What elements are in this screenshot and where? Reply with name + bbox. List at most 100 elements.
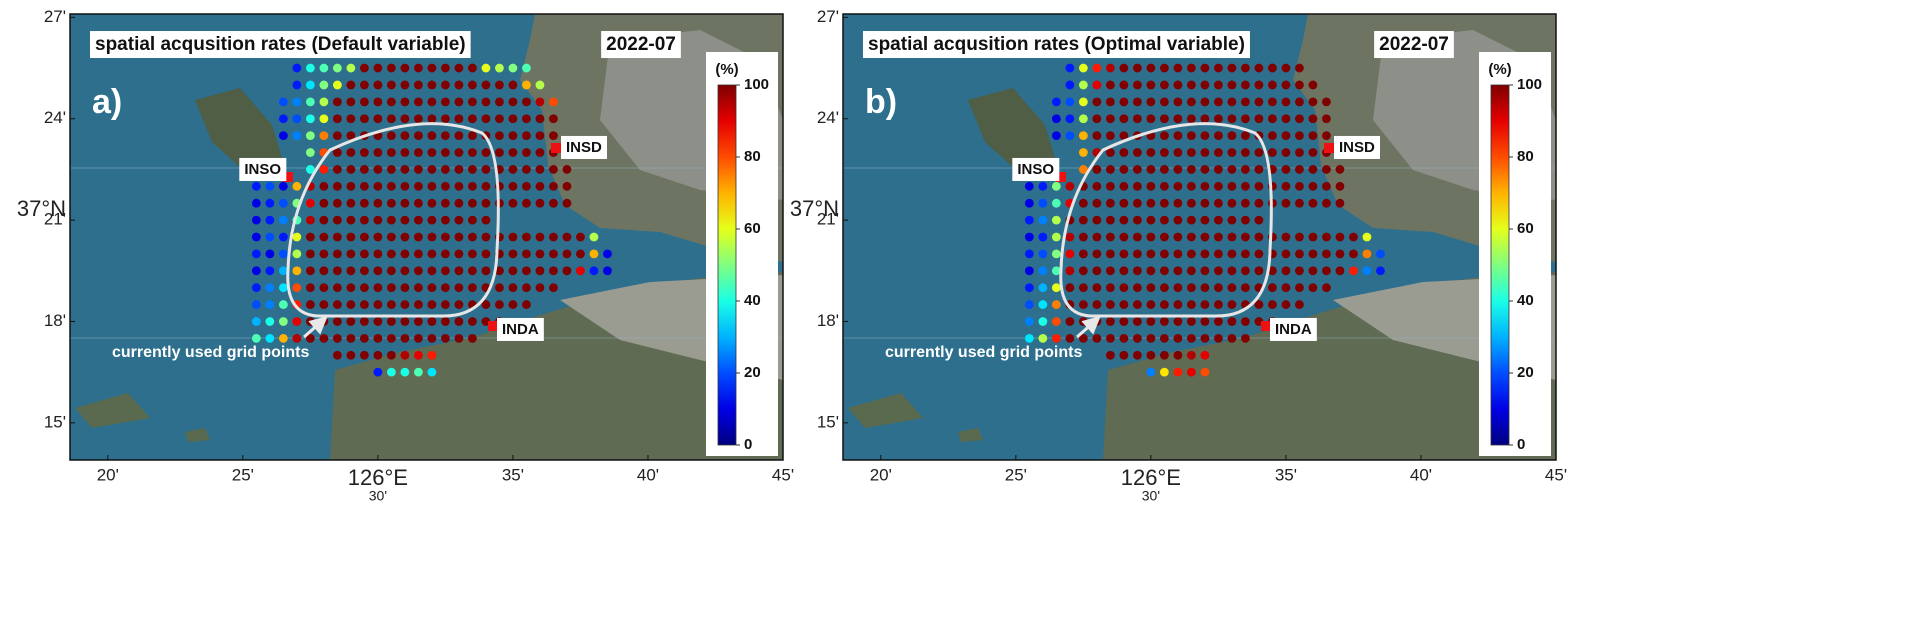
- grid-point: [413, 333, 423, 343]
- grid-point: [413, 300, 423, 309]
- grid-point: [305, 333, 315, 343]
- grid-point: [1322, 181, 1331, 191]
- grid-point: [386, 283, 396, 293]
- grid-point: [1173, 80, 1183, 90]
- grid-point: [1105, 317, 1115, 326]
- grid-point: [481, 148, 491, 157]
- grid-point: [427, 367, 437, 377]
- grid-point: [468, 131, 477, 141]
- grid-point: [1335, 198, 1345, 208]
- grid-point: [373, 333, 383, 343]
- grid-point: [603, 266, 612, 276]
- station-label-box: [239, 157, 287, 181]
- grid-point: [1268, 283, 1277, 293]
- grid-point: [1146, 283, 1156, 293]
- grid-point: [413, 63, 423, 73]
- grid-point: [413, 181, 423, 191]
- grid-point: [562, 181, 572, 191]
- grid-point: [1268, 80, 1277, 90]
- grid-point: [1105, 215, 1115, 225]
- grid-point: [1173, 333, 1183, 343]
- grid-point: [562, 198, 572, 208]
- grid-point: [1146, 114, 1156, 124]
- grid-point: [427, 283, 437, 293]
- grid-point: [400, 300, 410, 309]
- grid-point: [576, 232, 585, 242]
- grid-point: [1186, 300, 1196, 309]
- grid-point: [1200, 283, 1210, 293]
- grid-point: [1268, 97, 1277, 107]
- grid-point: [1335, 165, 1345, 174]
- grid-point: [1295, 63, 1304, 73]
- grid-point: [359, 97, 369, 107]
- grid-point: [1078, 215, 1088, 225]
- grid-point: [1078, 249, 1088, 259]
- grid-point: [413, 198, 423, 208]
- colorbar-tick-label: 40: [1517, 292, 1534, 309]
- grid-point: [278, 131, 288, 141]
- grid-point: [1051, 300, 1061, 309]
- grid-point: [1227, 333, 1237, 343]
- grid-point: [468, 215, 477, 225]
- grid-point: [1105, 350, 1115, 360]
- grid-point: [332, 317, 342, 326]
- grid-point: [1281, 300, 1291, 309]
- grid-point: [1268, 266, 1277, 276]
- grid-point: [332, 283, 342, 293]
- station-label: INDA: [1275, 321, 1312, 338]
- grid-point: [373, 232, 383, 242]
- grid-point: [373, 148, 383, 157]
- grid-point: [1308, 283, 1318, 293]
- grid-point: [427, 148, 437, 157]
- grid-point: [1092, 114, 1102, 124]
- grid-point: [481, 97, 491, 107]
- grid-point: [251, 181, 261, 191]
- grid-point: [346, 181, 356, 191]
- grid-point: [373, 198, 383, 208]
- annotation: currently used grid points: [112, 344, 309, 361]
- colorbar-box: [1479, 52, 1551, 456]
- grid-point: [359, 198, 369, 208]
- grid-point: [373, 283, 383, 293]
- grid-point: [427, 198, 437, 208]
- grid-point: [481, 266, 491, 276]
- grid-point: [1214, 232, 1223, 242]
- grid-point: [441, 300, 450, 309]
- grid-point: [454, 63, 464, 73]
- grid-point: [495, 80, 504, 90]
- grid-point: [373, 80, 383, 90]
- grid-point: [265, 283, 275, 293]
- y-tick-label: 21': [817, 210, 839, 229]
- grid-point: [549, 181, 558, 191]
- grid-point: [1214, 114, 1223, 124]
- grid-point: [481, 232, 491, 242]
- grid-point: [1200, 131, 1210, 141]
- grid-point: [1146, 367, 1156, 377]
- grid-point: [1173, 317, 1183, 326]
- grid-point: [346, 165, 356, 174]
- grid-point: [359, 165, 369, 174]
- grid-point: [332, 333, 342, 343]
- grid-point: [1254, 114, 1264, 124]
- panel-date: 2022-07: [606, 34, 676, 55]
- grid-point: [441, 198, 450, 208]
- grid-point: [454, 283, 464, 293]
- grid-point: [1186, 131, 1196, 141]
- grid-point: [400, 232, 410, 242]
- grid-point: [1214, 131, 1223, 141]
- grid-point: [1092, 266, 1102, 276]
- grid-point: [305, 131, 315, 141]
- grid-point: [1295, 300, 1304, 309]
- grid-point: [1254, 300, 1264, 309]
- grid-point: [441, 114, 450, 124]
- grid-point: [495, 266, 504, 276]
- grid-point: [319, 198, 329, 208]
- grid-point: [1362, 249, 1372, 259]
- grid-point: [278, 215, 288, 225]
- grid-point: [1308, 80, 1318, 90]
- grid-point: [1051, 198, 1061, 208]
- grid-point: [1173, 300, 1183, 309]
- station-label: INSD: [1339, 139, 1375, 156]
- y-tick-label: 24': [44, 108, 66, 127]
